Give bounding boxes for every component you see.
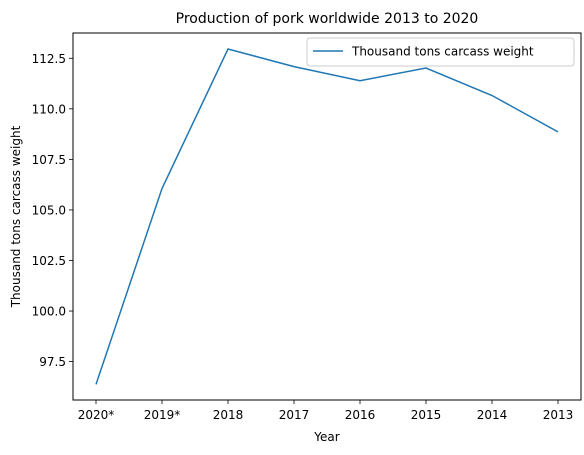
x-tick-label: 2018 xyxy=(213,408,244,422)
x-tick-label: 2020* xyxy=(78,408,115,422)
y-tick-label: 107.5 xyxy=(32,153,66,167)
legend-label: Thousand tons carcass weight xyxy=(351,45,534,59)
series-line xyxy=(95,48,559,385)
y-tick-label: 97.5 xyxy=(39,355,66,369)
plot-area xyxy=(72,32,582,401)
x-tick-label: 2017 xyxy=(279,408,310,422)
x-tick-label: 2015 xyxy=(411,408,442,422)
y-tick-label: 102.5 xyxy=(32,254,66,268)
x-tick-label: 2013 xyxy=(543,408,574,422)
y-tick-label: 112.5 xyxy=(32,52,66,66)
axis-ticks: 2020* 2019* 2018 2017 2016 2015 2014 2013 97.5 10… xyxy=(32,52,574,422)
x-tick-label: 2016 xyxy=(345,408,376,422)
y-tick-label: 110.0 xyxy=(32,102,66,116)
y-tick-label: 100.0 xyxy=(32,305,66,319)
x-tick-label: 2019* xyxy=(144,408,181,422)
y-tick-label: 105.0 xyxy=(32,203,66,217)
x-tick-label: 2014 xyxy=(477,408,508,422)
chart-title: Production of pork worldwide 2013 to 202… xyxy=(176,11,479,27)
x-axis-label: Year xyxy=(313,430,339,444)
y-axis-label: Thousand tons carcass weight xyxy=(9,125,23,308)
legend: Thousand tons carcass weight xyxy=(306,37,575,67)
legend-box xyxy=(306,37,575,67)
